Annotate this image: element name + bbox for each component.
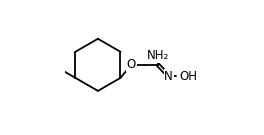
Text: N: N [164, 70, 173, 83]
Text: O: O [127, 58, 136, 71]
Text: NH₂: NH₂ [147, 49, 169, 63]
Text: OH: OH [180, 70, 197, 83]
